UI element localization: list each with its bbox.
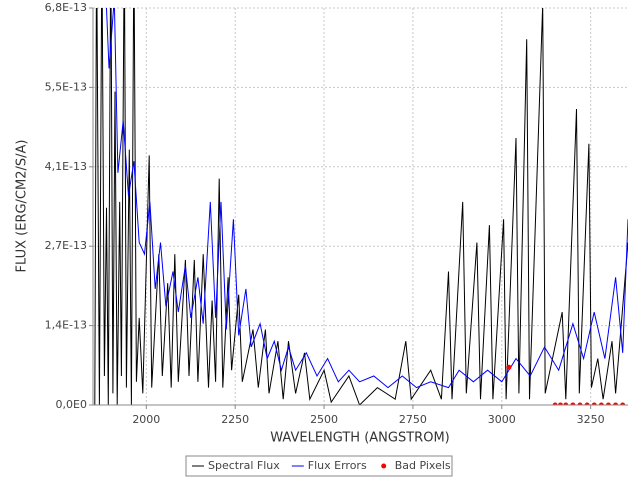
y-tick-label: 0,0E0	[56, 398, 87, 411]
y-tick-label: 6,8E-13	[45, 1, 87, 14]
x-tick-label: 2000	[132, 413, 160, 426]
x-tick-label: 3000	[488, 413, 516, 426]
bad-pixel	[598, 402, 604, 405]
legend	[185, 455, 453, 477]
bad-pixel	[506, 364, 512, 370]
y-tick-label: 2,7E-13	[45, 239, 87, 252]
series-line	[105, 8, 628, 389]
series-line	[94, 8, 628, 405]
bad-pixel	[563, 402, 569, 405]
bad-pixel	[605, 402, 611, 405]
x-axis-label: WAVELENGTH (ANGSTROM)	[270, 431, 449, 446]
x-tick-label: 2750	[399, 413, 427, 426]
legend-label: Flux Errors	[308, 459, 367, 472]
bad-pixel	[620, 402, 626, 405]
bad-pixel	[613, 402, 619, 405]
y-axis-label: FLUX (ERG/CM2/S/A)	[15, 140, 30, 273]
bad-pixel	[557, 402, 563, 405]
y-tick-label: 5,5E-13	[45, 80, 87, 93]
bad-pixel	[591, 402, 597, 405]
legend-label: Bad Pixels	[395, 459, 451, 472]
x-tick-label: 2500	[310, 413, 338, 426]
legend-marker	[381, 463, 387, 469]
y-tick-label: 4,1E-13	[45, 160, 87, 173]
bad-pixel	[552, 402, 558, 405]
x-tick-label: 3250	[577, 413, 605, 426]
bad-pixel	[584, 402, 590, 405]
legend-label: Spectral Flux	[208, 459, 280, 472]
bad-pixel	[570, 402, 576, 405]
plot-area	[93, 8, 628, 405]
x-tick-label: 2250	[221, 413, 249, 426]
y-tick-label: 1,4E-13	[45, 319, 87, 332]
bad-pixel	[577, 402, 583, 405]
